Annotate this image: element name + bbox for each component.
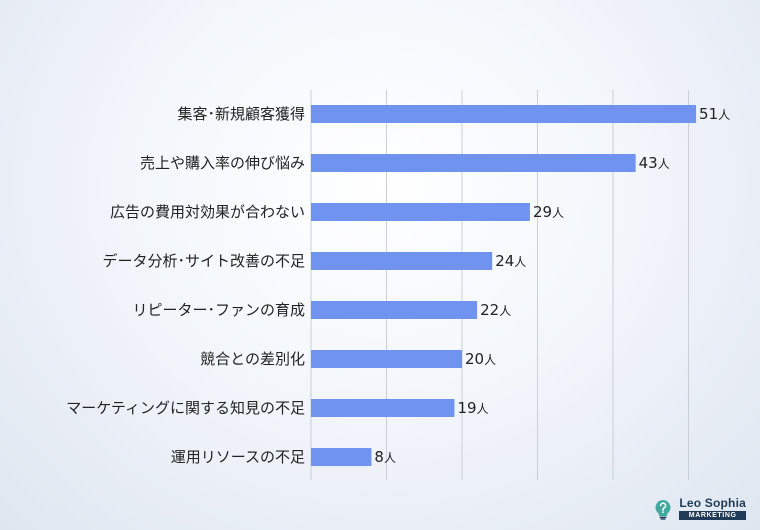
- value-label: 20人: [465, 350, 496, 368]
- bar: [311, 105, 697, 123]
- bars: [311, 105, 697, 466]
- value-label: 24人: [495, 252, 526, 270]
- value-label: 29人: [533, 203, 564, 221]
- category-label: 売上や購入率の伸び悩み: [140, 154, 305, 172]
- value-label: 51人: [699, 105, 730, 123]
- category-label: 運用リソースの不足: [171, 448, 305, 466]
- value-unit: 人: [477, 402, 489, 416]
- category-label: マーケティングに関する知見の不足: [66, 399, 305, 417]
- value-number: 20: [465, 350, 484, 368]
- category-label: リピーター･ファンの育成: [132, 301, 305, 319]
- bar: [311, 448, 372, 466]
- bar: [311, 399, 455, 417]
- value-label: 8人: [374, 448, 396, 466]
- value-unit: 人: [552, 206, 564, 220]
- bar: [311, 301, 478, 319]
- value-number: 51: [699, 105, 718, 123]
- bar: [311, 154, 636, 172]
- value-unit: 人: [499, 304, 511, 318]
- value-unit: 人: [384, 451, 396, 465]
- bar: [311, 252, 493, 270]
- value-number: 8: [374, 448, 384, 466]
- bar: [311, 350, 462, 368]
- category-label: 広告の費用対効果が合わない: [110, 203, 305, 221]
- category-label: 競合との差別化: [200, 350, 305, 368]
- value-label: 22人: [480, 301, 511, 319]
- value-number: 43: [639, 154, 658, 172]
- category-labels: 集客･新規顧客獲得売上や購入率の伸び悩み広告の費用対効果が合わないデータ分析･サ…: [66, 105, 305, 466]
- value-unit: 人: [514, 255, 526, 269]
- value-number: 19: [457, 399, 476, 417]
- logo-name: Leo Sophia: [679, 496, 746, 510]
- value-unit: 人: [718, 108, 730, 122]
- bar: [311, 203, 530, 221]
- value-label: 19人: [457, 399, 488, 417]
- value-number: 24: [495, 252, 514, 270]
- value-unit: 人: [658, 157, 670, 171]
- lightbulb-question-icon: [655, 499, 671, 520]
- category-label: 集客･新規顧客獲得: [177, 105, 305, 123]
- logo-tagline: MARKETING: [679, 511, 746, 520]
- gridlines: [310, 90, 689, 480]
- brand-logo: Leo Sophia MARKETING: [652, 497, 746, 520]
- value-number: 22: [480, 301, 499, 319]
- value-unit: 人: [484, 353, 496, 367]
- value-number: 29: [533, 203, 552, 221]
- value-label: 43人: [639, 154, 670, 172]
- category-label: データ分析･サイト改善の不足: [102, 252, 305, 270]
